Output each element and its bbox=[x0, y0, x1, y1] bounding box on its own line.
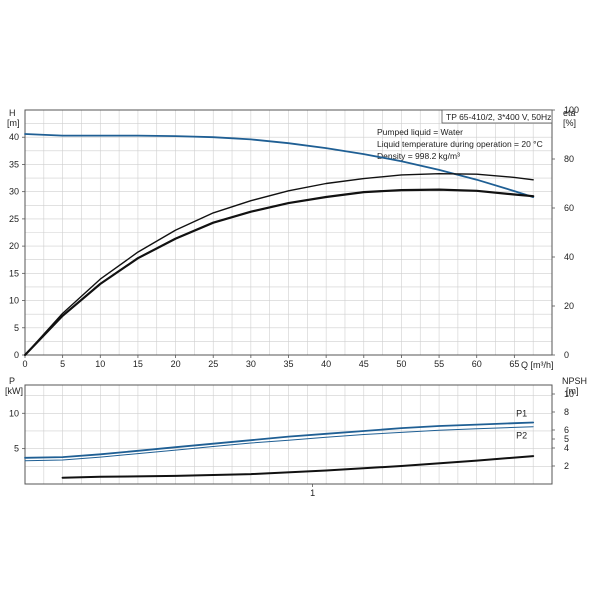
x-tick-label: 20 bbox=[171, 359, 181, 369]
efficiency-curve bbox=[24, 173, 534, 356]
power-curve-p2 bbox=[24, 426, 534, 462]
x-tick-label: 60 bbox=[472, 359, 482, 369]
efficiency-curve bbox=[23, 188, 535, 357]
head-curve bbox=[24, 133, 535, 198]
bottom-plot-frame bbox=[24, 384, 553, 485]
bottom-left-axis-title: P bbox=[9, 376, 15, 386]
x-tick-label: 30 bbox=[246, 359, 256, 369]
x-tick-label: 40 bbox=[321, 359, 331, 369]
h-tick-label: 40 bbox=[9, 132, 19, 142]
x-marker-label: 1 bbox=[310, 488, 315, 498]
info-line-2: Liquid temperature during operation = 20… bbox=[377, 139, 543, 149]
bottom-left-axis-unit: [kW] bbox=[5, 386, 23, 396]
h-tick-label: 5 bbox=[14, 323, 19, 333]
npsh-tick-label: 6 bbox=[564, 425, 569, 435]
power-curve-p1 bbox=[24, 421, 535, 459]
npsh-tick-label: 8 bbox=[564, 407, 569, 417]
x-tick-label: 65 bbox=[509, 359, 519, 369]
eta-tick-label: 60 bbox=[564, 203, 574, 213]
x-tick-label: 10 bbox=[95, 359, 105, 369]
top-left-axis-unit: [m] bbox=[7, 118, 20, 128]
eta-tick-label: 100 bbox=[564, 105, 579, 115]
h-tick-label: 15 bbox=[9, 268, 19, 278]
h-tick-label: 30 bbox=[9, 187, 19, 197]
top-left-axis-title: H bbox=[9, 108, 16, 118]
x-tick-label: 45 bbox=[359, 359, 369, 369]
npsh-tick-label: 4 bbox=[564, 443, 569, 453]
x-tick-label: 55 bbox=[434, 359, 444, 369]
npsh-tick-label: 5 bbox=[564, 434, 569, 444]
model-box bbox=[441, 109, 553, 124]
top-grid bbox=[25, 110, 552, 355]
series-label-p1: P1 bbox=[516, 408, 527, 418]
x-tick-label: 5 bbox=[60, 359, 65, 369]
eta-tick-label: 20 bbox=[564, 301, 574, 311]
x-tick-label: 15 bbox=[133, 359, 143, 369]
npsh-tick-label: 10 bbox=[564, 389, 574, 399]
p-tick-label: 10 bbox=[9, 408, 19, 418]
x-tick-label: 0 bbox=[22, 359, 27, 369]
top-series bbox=[23, 133, 535, 357]
top-right-axis-title: eta bbox=[563, 108, 576, 118]
top-tick-labels: 0 5 10 15 20 25 30 35 40 45 50 55 60 65 0 5 10 15 20 25 30 35… bbox=[9, 105, 579, 369]
h-tick-label: 25 bbox=[9, 214, 19, 224]
eta-tick-label: 80 bbox=[564, 154, 574, 164]
h-tick-label: 0 bbox=[14, 350, 19, 360]
bottom-grid bbox=[25, 385, 552, 484]
h-tick-label: 35 bbox=[9, 159, 19, 169]
x-tick-label: 25 bbox=[208, 359, 218, 369]
info-line-1: Pumped liquid = Water bbox=[377, 127, 463, 137]
x-tick-label: 35 bbox=[283, 359, 293, 369]
npsh-curve bbox=[61, 455, 535, 479]
bottom-series: P1 P2 bbox=[24, 408, 535, 479]
npsh-tick-label: 2 bbox=[564, 461, 569, 471]
series-label-p2: P2 bbox=[516, 431, 527, 441]
info-line-3: Density = 998.2 kg/m³ bbox=[377, 151, 460, 161]
bottom-right-axis-unit: [m] bbox=[566, 386, 579, 396]
eta-tick-label: 40 bbox=[564, 252, 574, 262]
top-right-axis-unit: [%] bbox=[563, 118, 576, 128]
p-tick-label: 5 bbox=[14, 444, 19, 454]
x-axis-title: Q [m³/h] bbox=[521, 360, 554, 370]
h-tick-label: 20 bbox=[9, 241, 19, 251]
model-label: TP 65-410/2, 3*400 V, 50Hz bbox=[446, 112, 551, 122]
h-tick-label: 10 bbox=[9, 296, 19, 306]
bottom-right-axis-title: NPSH bbox=[562, 376, 587, 386]
x-tick-label: 50 bbox=[396, 359, 406, 369]
eta-tick-label: 0 bbox=[564, 350, 569, 360]
